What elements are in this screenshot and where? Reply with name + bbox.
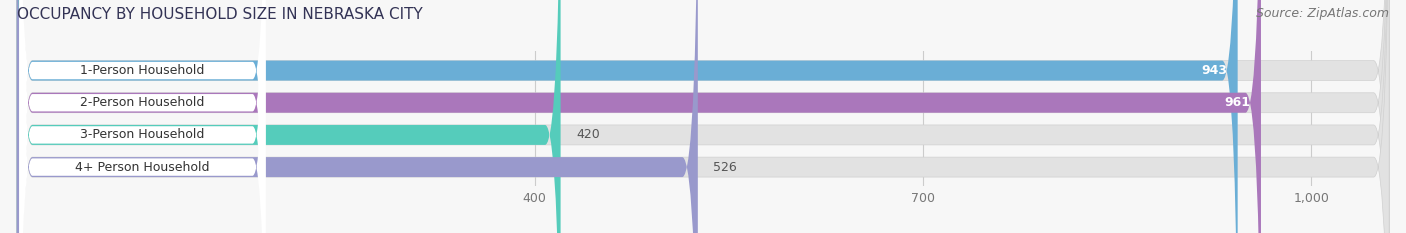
FancyBboxPatch shape: [17, 0, 1237, 233]
FancyBboxPatch shape: [17, 0, 697, 233]
FancyBboxPatch shape: [17, 0, 1389, 233]
Text: 3-Person Household: 3-Person Household: [80, 128, 205, 141]
Text: 526: 526: [713, 161, 737, 174]
FancyBboxPatch shape: [20, 0, 266, 233]
FancyBboxPatch shape: [20, 0, 266, 233]
Text: OCCUPANCY BY HOUSEHOLD SIZE IN NEBRASKA CITY: OCCUPANCY BY HOUSEHOLD SIZE IN NEBRASKA …: [17, 7, 423, 22]
FancyBboxPatch shape: [17, 0, 1389, 233]
FancyBboxPatch shape: [20, 0, 266, 233]
Text: 943: 943: [1201, 64, 1227, 77]
FancyBboxPatch shape: [17, 0, 1389, 233]
FancyBboxPatch shape: [17, 0, 561, 233]
Text: Source: ZipAtlas.com: Source: ZipAtlas.com: [1256, 7, 1389, 20]
Text: 4+ Person Household: 4+ Person Household: [75, 161, 209, 174]
Text: 2-Person Household: 2-Person Household: [80, 96, 205, 109]
FancyBboxPatch shape: [17, 0, 1261, 233]
Text: 420: 420: [576, 128, 600, 141]
FancyBboxPatch shape: [17, 0, 1389, 233]
FancyBboxPatch shape: [20, 0, 266, 233]
Text: 1-Person Household: 1-Person Household: [80, 64, 205, 77]
Text: 961: 961: [1225, 96, 1250, 109]
